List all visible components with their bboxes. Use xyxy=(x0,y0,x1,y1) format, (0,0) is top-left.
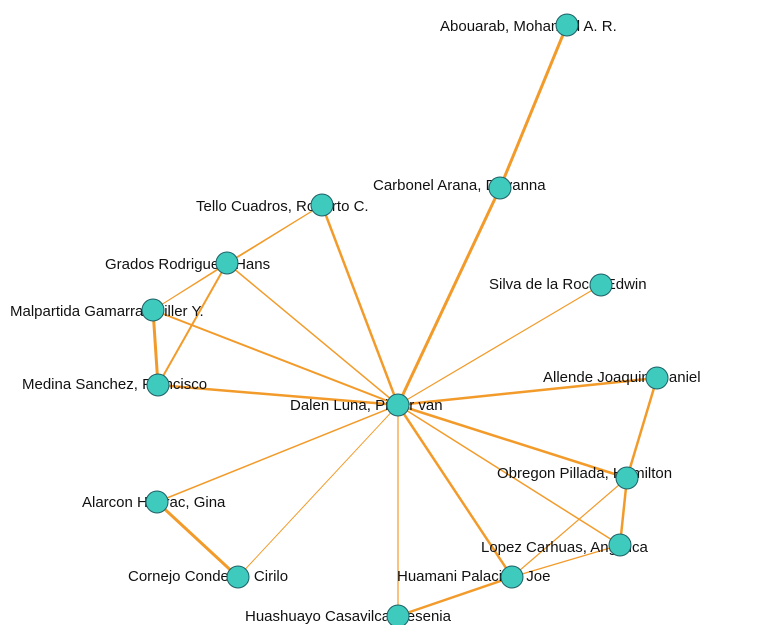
node xyxy=(215,251,239,275)
edge xyxy=(511,544,621,578)
edge xyxy=(320,203,400,407)
node xyxy=(589,273,613,297)
node-label: Dalen Luna, Pieter van xyxy=(290,397,443,414)
node-label: Obregon Pillada, Hamilton xyxy=(497,465,672,482)
edge xyxy=(157,262,228,386)
node xyxy=(500,565,524,589)
edge xyxy=(226,262,399,406)
edge xyxy=(237,404,399,578)
node xyxy=(555,13,579,37)
node-label: Huashuayo Casavilca, Yesenia xyxy=(245,608,452,625)
node-label: Carbonel Arana, Dayanna xyxy=(373,177,546,194)
edge xyxy=(396,376,659,407)
node-label: Malpartida Gamarra, Miller Y. xyxy=(10,303,204,320)
edge xyxy=(152,262,228,311)
node xyxy=(146,373,170,397)
node xyxy=(608,533,632,557)
edge xyxy=(151,308,160,387)
edge xyxy=(397,284,602,406)
edge xyxy=(396,186,502,407)
node-label: Abouarab, Mohamed A. R. xyxy=(440,18,617,35)
node-label: Huamani Palacios, Joe xyxy=(397,568,550,585)
node xyxy=(386,604,410,625)
node-label: Lopez Carhuas, Angelica xyxy=(481,539,648,556)
edge xyxy=(156,404,399,503)
node xyxy=(145,490,169,514)
node-label: Medina Sanchez, Francisco xyxy=(22,376,207,393)
node-label: Silva de la Roca, Edwin xyxy=(489,276,647,293)
labels: Dalen Luna, Pieter van Abouarab, Mohamed … xyxy=(10,18,701,625)
edge xyxy=(396,403,629,480)
edges xyxy=(151,23,659,618)
node xyxy=(488,176,512,200)
edge xyxy=(152,309,399,406)
node-label: Grados Rodriguez, Hans xyxy=(105,256,270,273)
edge xyxy=(397,404,621,546)
node xyxy=(615,466,639,490)
node-label: Allende Joaquin, Daniel xyxy=(543,369,701,386)
edge xyxy=(155,500,240,579)
edge xyxy=(511,477,628,578)
nodes xyxy=(141,13,669,625)
edge xyxy=(156,383,400,407)
edge xyxy=(396,575,514,618)
node-label: Cornejo Condena, Cirilo xyxy=(128,568,288,585)
node xyxy=(226,565,250,589)
node xyxy=(141,298,165,322)
node xyxy=(310,193,334,217)
node-label: Tello Cuadros, Roberto C. xyxy=(196,198,369,215)
edge xyxy=(498,23,569,190)
node xyxy=(386,393,410,417)
edge xyxy=(396,403,514,579)
node xyxy=(645,366,669,390)
edge xyxy=(625,376,659,480)
